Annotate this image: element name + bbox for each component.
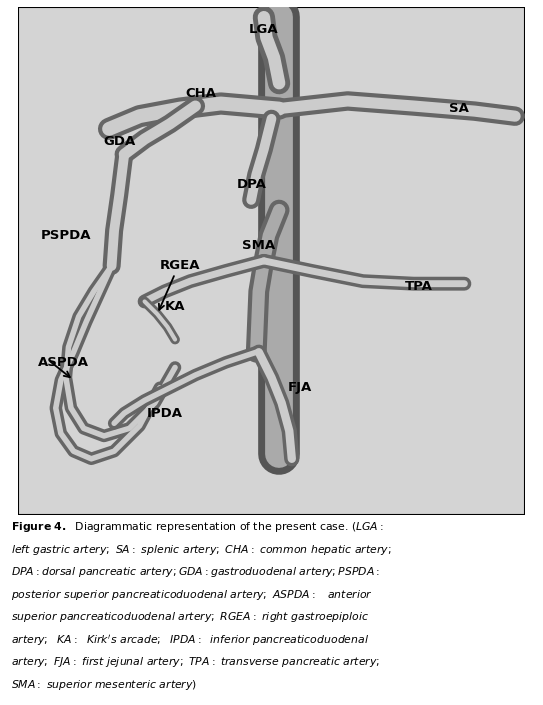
Text: $\mathbf{\mathit{DPA:}}$$\mathit{dorsal\ pancreatic\ artery;}$$\mathbf{\mathit{G: $\mathbf{\mathit{DPA:}}$$\mathit{dorsal\… <box>11 565 380 580</box>
Text: $\mathit{artery;}$ $\mathbf{\mathit{FJA:}}$ $\mathit{first\ jejunal\ artery;}$ $: $\mathit{artery;}$ $\mathbf{\mathit{FJA:… <box>11 655 380 669</box>
Text: ASPDA: ASPDA <box>38 356 89 369</box>
Text: $\mathit{left\ gastric\ artery;}$ $\mathbf{\mathit{SA:}}$ $\mathit{splenic\ arte: $\mathit{left\ gastric\ artery;}$ $\math… <box>11 543 392 557</box>
Text: $\mathit{superior\ pancreaticoduodenal\ artery;}$ $\mathbf{\mathit{RGEA:}}$ $\ma: $\mathit{superior\ pancreaticoduodenal\ … <box>11 611 369 624</box>
Text: KA: KA <box>165 300 185 313</box>
Text: GDA: GDA <box>103 135 135 148</box>
Text: $\mathit{artery;}$  $\mathbf{\mathit{KA:}}$  $\mathit{Kirk' s\ arcade;}$  $\math: $\mathit{artery;}$ $\mathbf{\mathit{KA:}… <box>11 632 369 648</box>
Text: TPA: TPA <box>405 280 433 293</box>
Text: PSPDA: PSPDA <box>41 229 91 242</box>
Text: $\mathit{posterior\ superior\ pancreaticoduodenal\ artery;}$ $\mathbf{\mathit{AS: $\mathit{posterior\ superior\ pancreatic… <box>11 588 372 602</box>
Text: SA: SA <box>450 102 469 115</box>
Text: LGA: LGA <box>249 23 279 37</box>
Text: DPA: DPA <box>236 178 266 191</box>
Text: RGEA: RGEA <box>160 259 200 272</box>
Text: IPDA: IPDA <box>147 407 183 419</box>
Text: CHA: CHA <box>185 87 216 100</box>
Text: $\mathbf{Figure\ 4.}$  Diagrammatic representation of the present case. $\mathit: $\mathbf{Figure\ 4.}$ Diagrammatic repre… <box>11 520 384 534</box>
Text: $\mathbf{\mathit{SMA:}}$ $\mathit{superior\ mesenteric\ artery)}$: $\mathbf{\mathit{SMA:}}$ $\mathit{superi… <box>11 678 197 692</box>
Text: FJA: FJA <box>287 381 312 394</box>
Text: SMA: SMA <box>242 239 275 252</box>
